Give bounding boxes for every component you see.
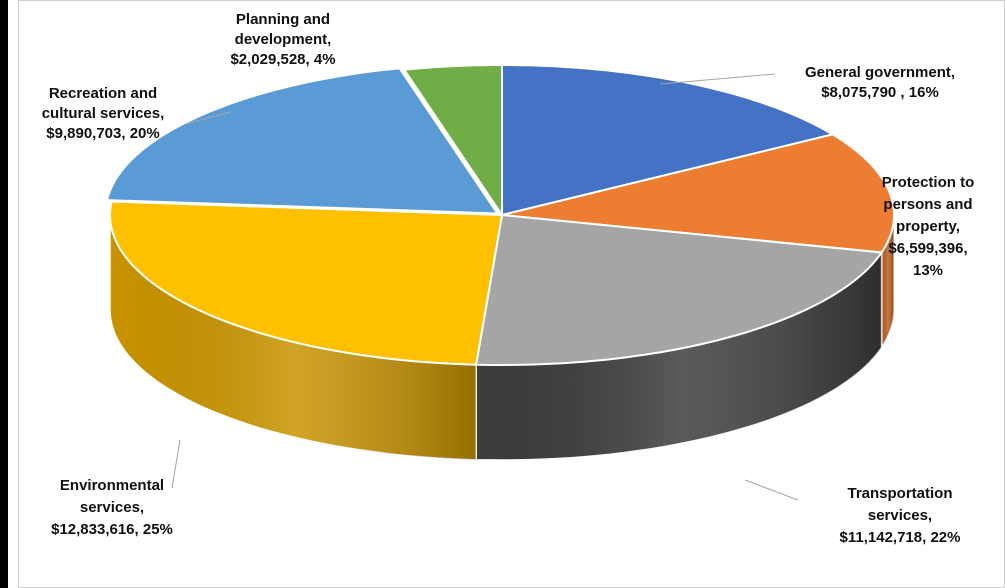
leader-line	[185, 111, 231, 125]
leader-line	[744, 479, 799, 501]
data-label: General government, $8,075,790 , 16%	[805, 64, 955, 101]
leader-line	[171, 439, 181, 489]
data-label: Transportation services, $11,142,718, 22%	[840, 485, 961, 546]
data-label: Recreation and cultural services, $9,890,7…	[42, 85, 165, 142]
pie-slice[interactable]	[402, 64, 503, 219]
pie-slice[interactable]	[501, 64, 836, 217]
left-border-rule	[0, 0, 8, 588]
leader-line	[659, 73, 776, 85]
pie-slice-side-shade	[110, 215, 477, 460]
data-label: Planning and development, $2,029,528, 4%	[230, 11, 335, 68]
pie-slice[interactable]	[108, 200, 504, 366]
data-label: Protection to persons and property, $6,599,…	[882, 174, 975, 279]
data-label: Environmental services, $12,833,616, 25%	[51, 477, 173, 538]
pie-slice-side-shade	[476, 252, 882, 460]
pie-slice[interactable]	[501, 133, 895, 254]
pie-slice[interactable]	[105, 67, 500, 215]
pie-slice[interactable]	[474, 213, 884, 366]
